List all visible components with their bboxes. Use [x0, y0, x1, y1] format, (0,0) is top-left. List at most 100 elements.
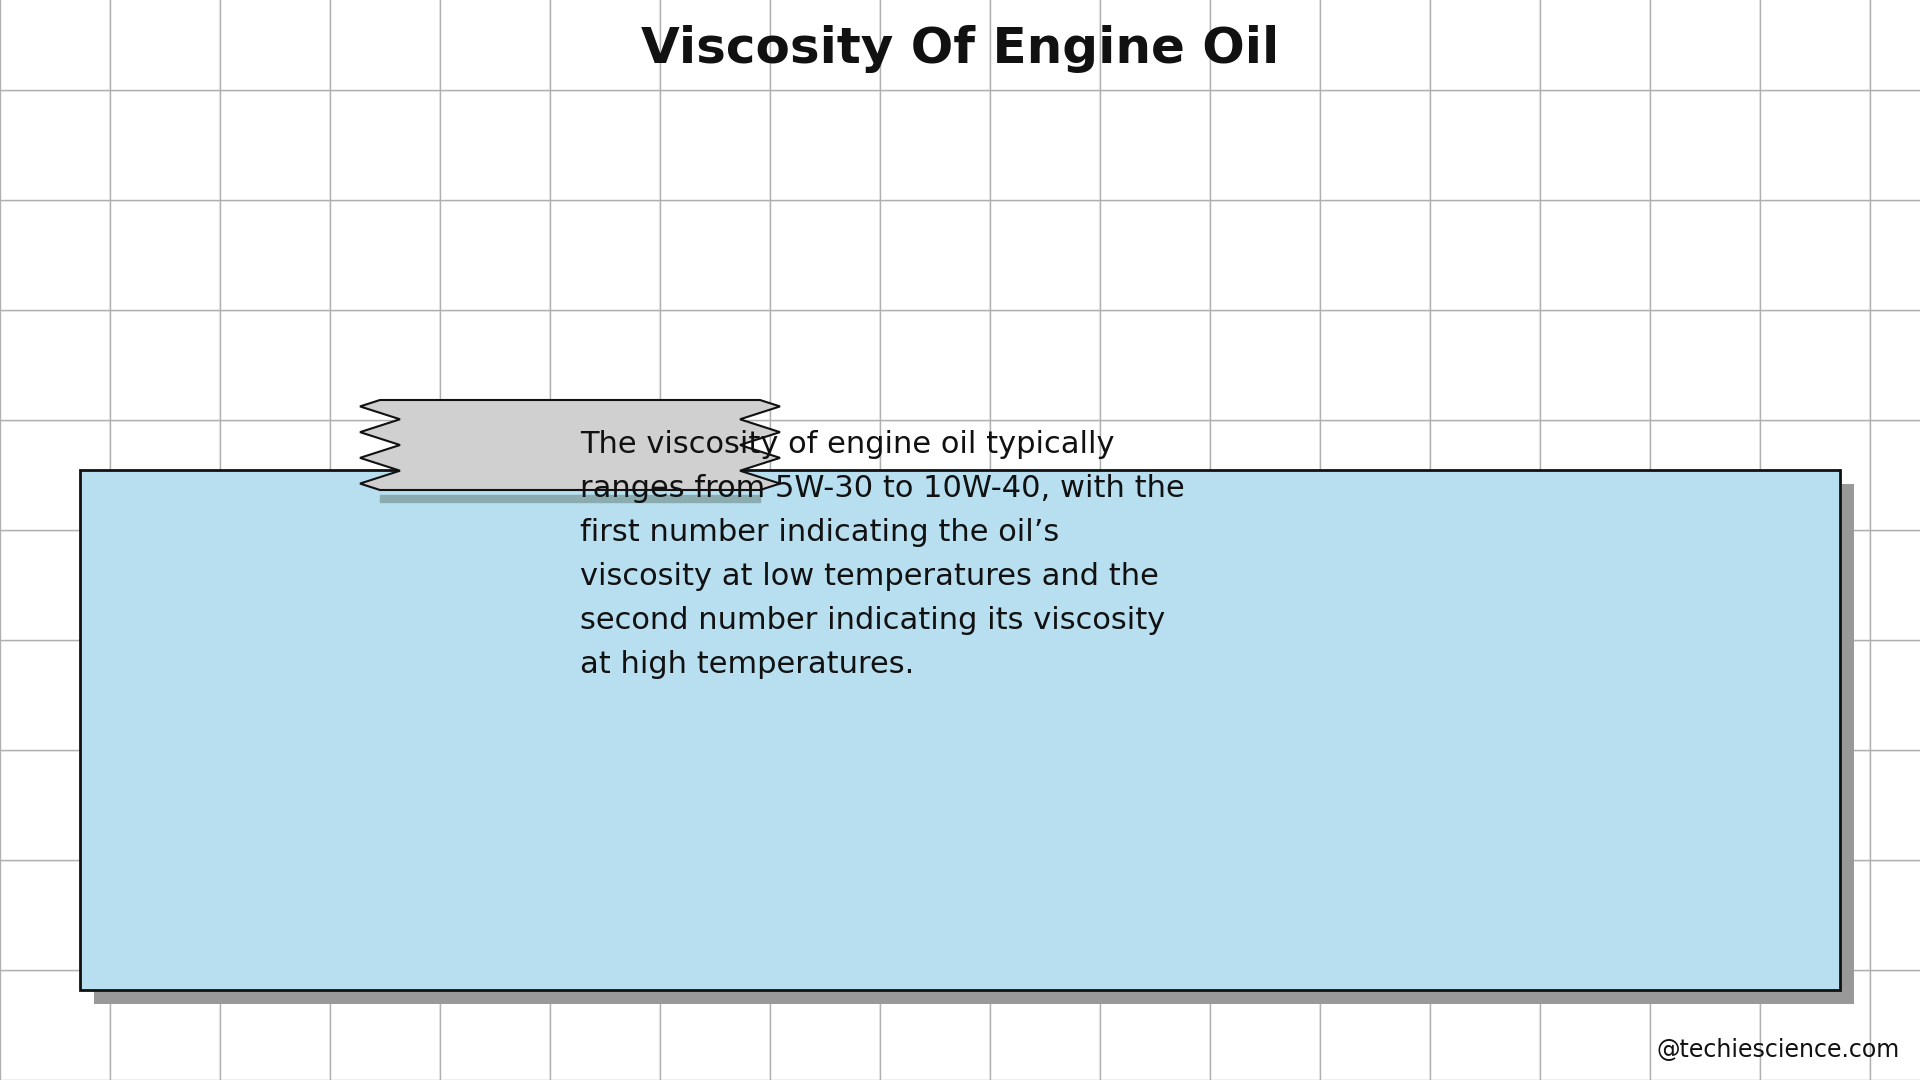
Bar: [0, 90, 109, 200]
Bar: [1321, 530, 1430, 640]
Bar: [660, 750, 770, 860]
Bar: [1540, 860, 1649, 970]
Bar: [1761, 90, 1870, 200]
Bar: [109, 750, 221, 860]
Bar: [1649, 310, 1761, 420]
Bar: [549, 0, 660, 90]
Bar: [1100, 970, 1210, 1080]
Text: Viscosity Of Engine Oil: Viscosity Of Engine Oil: [641, 25, 1279, 73]
Bar: [1430, 200, 1540, 310]
Text: The viscosity of engine oil typically
ranges from 5W-30 to 10W-40, with the
firs: The viscosity of engine oil typically ra…: [580, 430, 1185, 678]
Bar: [109, 200, 221, 310]
Bar: [0, 0, 109, 90]
Bar: [1761, 200, 1870, 310]
Bar: [1870, 750, 1920, 860]
Bar: [109, 860, 221, 970]
Bar: [1540, 420, 1649, 530]
Bar: [1761, 530, 1870, 640]
Bar: [1430, 420, 1540, 530]
Bar: [770, 860, 879, 970]
Bar: [330, 530, 440, 640]
Bar: [991, 750, 1100, 860]
Bar: [1321, 200, 1430, 310]
Bar: [440, 200, 549, 310]
Bar: [1210, 530, 1321, 640]
Bar: [549, 640, 660, 750]
Bar: [770, 640, 879, 750]
Bar: [1100, 200, 1210, 310]
Bar: [1210, 420, 1321, 530]
Bar: [770, 530, 879, 640]
Bar: [109, 90, 221, 200]
Bar: [440, 970, 549, 1080]
Bar: [879, 860, 991, 970]
Bar: [549, 420, 660, 530]
Bar: [0, 860, 109, 970]
Bar: [991, 90, 1100, 200]
Bar: [1761, 970, 1870, 1080]
Bar: [991, 530, 1100, 640]
Bar: [1761, 420, 1870, 530]
Bar: [1321, 0, 1430, 90]
Bar: [549, 200, 660, 310]
Bar: [1540, 90, 1649, 200]
Bar: [1649, 200, 1761, 310]
Bar: [330, 420, 440, 530]
Bar: [660, 90, 770, 200]
Bar: [0, 970, 109, 1080]
Bar: [1100, 310, 1210, 420]
Bar: [660, 420, 770, 530]
Bar: [1761, 0, 1870, 90]
Bar: [1210, 640, 1321, 750]
Bar: [1761, 750, 1870, 860]
Bar: [660, 200, 770, 310]
Bar: [1210, 970, 1321, 1080]
Bar: [991, 0, 1100, 90]
Bar: [879, 750, 991, 860]
Bar: [440, 420, 549, 530]
Bar: [1100, 750, 1210, 860]
Bar: [221, 750, 330, 860]
Bar: [879, 310, 991, 420]
Bar: [440, 530, 549, 640]
Bar: [440, 90, 549, 200]
Bar: [879, 90, 991, 200]
Bar: [1761, 860, 1870, 970]
Bar: [770, 750, 879, 860]
Bar: [770, 200, 879, 310]
Bar: [549, 860, 660, 970]
Bar: [1430, 90, 1540, 200]
Bar: [1210, 750, 1321, 860]
Bar: [1430, 0, 1540, 90]
Bar: [221, 90, 330, 200]
Bar: [660, 0, 770, 90]
Bar: [991, 860, 1100, 970]
Bar: [991, 420, 1100, 530]
Bar: [1649, 90, 1761, 200]
Bar: [1321, 90, 1430, 200]
Bar: [1321, 970, 1430, 1080]
Bar: [1430, 860, 1540, 970]
Bar: [440, 310, 549, 420]
Bar: [1649, 0, 1761, 90]
Bar: [660, 310, 770, 420]
Bar: [109, 0, 221, 90]
Bar: [1649, 750, 1761, 860]
Bar: [109, 640, 221, 750]
Bar: [1870, 860, 1920, 970]
Bar: [1870, 90, 1920, 200]
Bar: [770, 970, 879, 1080]
Bar: [1430, 530, 1540, 640]
Bar: [0, 640, 109, 750]
Bar: [1540, 310, 1649, 420]
Bar: [879, 640, 991, 750]
Bar: [221, 200, 330, 310]
Bar: [1321, 860, 1430, 970]
Bar: [221, 310, 330, 420]
Bar: [1649, 420, 1761, 530]
Bar: [1321, 420, 1430, 530]
Bar: [770, 0, 879, 90]
Bar: [221, 0, 330, 90]
Bar: [1870, 970, 1920, 1080]
Bar: [0, 530, 109, 640]
